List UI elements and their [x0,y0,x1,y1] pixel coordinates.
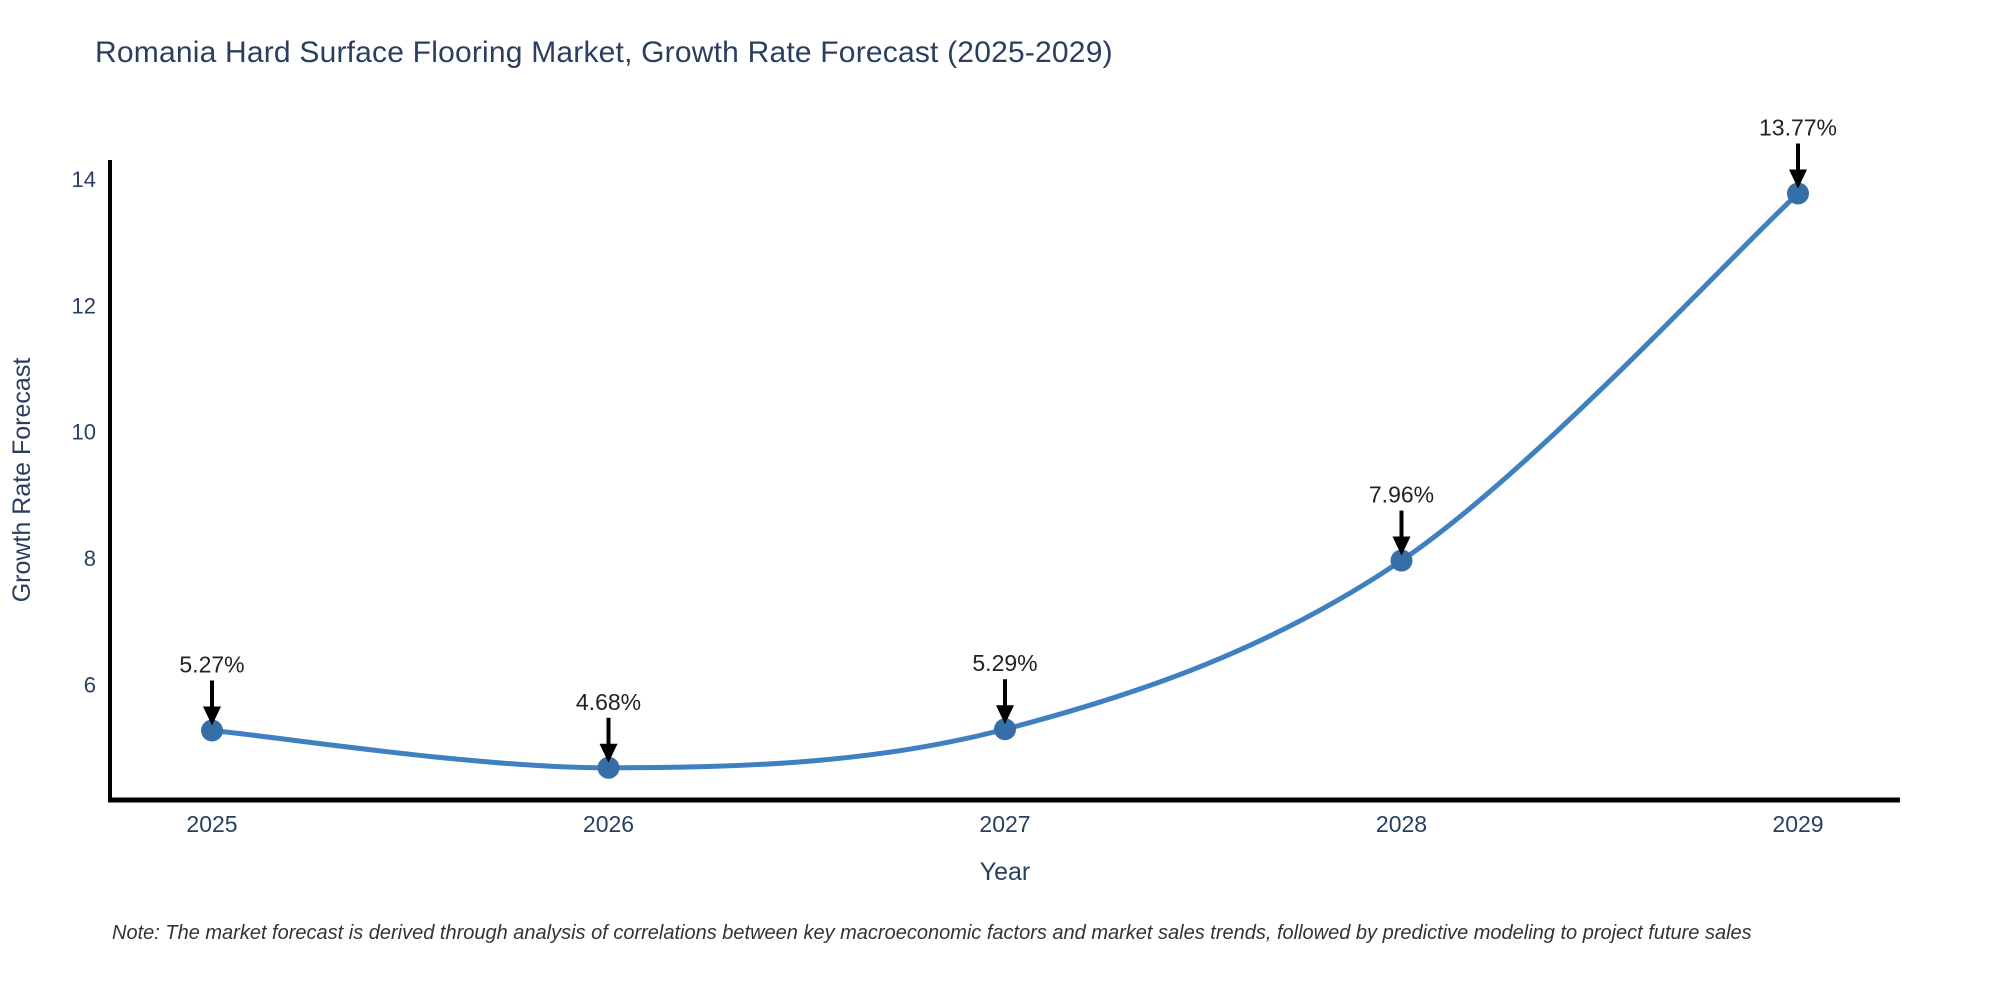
annotation-label: 5.27% [179,652,244,678]
y-tick-label: 14 [72,167,96,192]
annotation-arrowhead-icon [1789,169,1807,189]
chart-title: Romania Hard Surface Flooring Market, Gr… [95,36,1113,69]
annotation-label: 5.29% [972,650,1037,676]
data-point-marker [1787,182,1809,205]
annotation-arrowhead-icon [599,743,618,763]
annotation-arrowhead-icon [996,705,1014,725]
annotation-label: 13.77% [1759,114,1837,140]
x-tick-label: 2026 [583,811,634,837]
annotation-label: 7.96% [1369,482,1434,508]
data-point-marker [597,756,620,779]
y-tick-label: 8 [84,546,96,571]
x-axis-title: Year [980,858,1031,886]
y-tick-label: 12 [72,293,96,318]
growth-rate-line-chart: 6 8 10 12 14 2025 2026 2027 2028 2029 Year Growth R… [8,114,1900,886]
y-tick-label: 6 [84,672,96,697]
data-point-marker [994,718,1016,741]
y-axis-title: Growth Rate Forecast [8,358,36,603]
annotation-label: 4.68% [576,689,641,715]
footnote: Note: The market forecast is derived thr… [112,922,1752,944]
x-tick-label: 2028 [1376,811,1427,837]
y-tick-label: 10 [72,420,96,445]
x-tick-label: 2027 [979,811,1030,837]
annotation-arrowhead-icon [1392,536,1411,556]
data-point-marker [1390,549,1413,572]
annotation-arrowhead-icon [203,706,221,726]
trend-line [209,190,1801,771]
x-tick-label: 2029 [1772,811,1823,837]
data-point-marker [201,719,223,742]
x-tick-label: 2025 [186,811,237,837]
